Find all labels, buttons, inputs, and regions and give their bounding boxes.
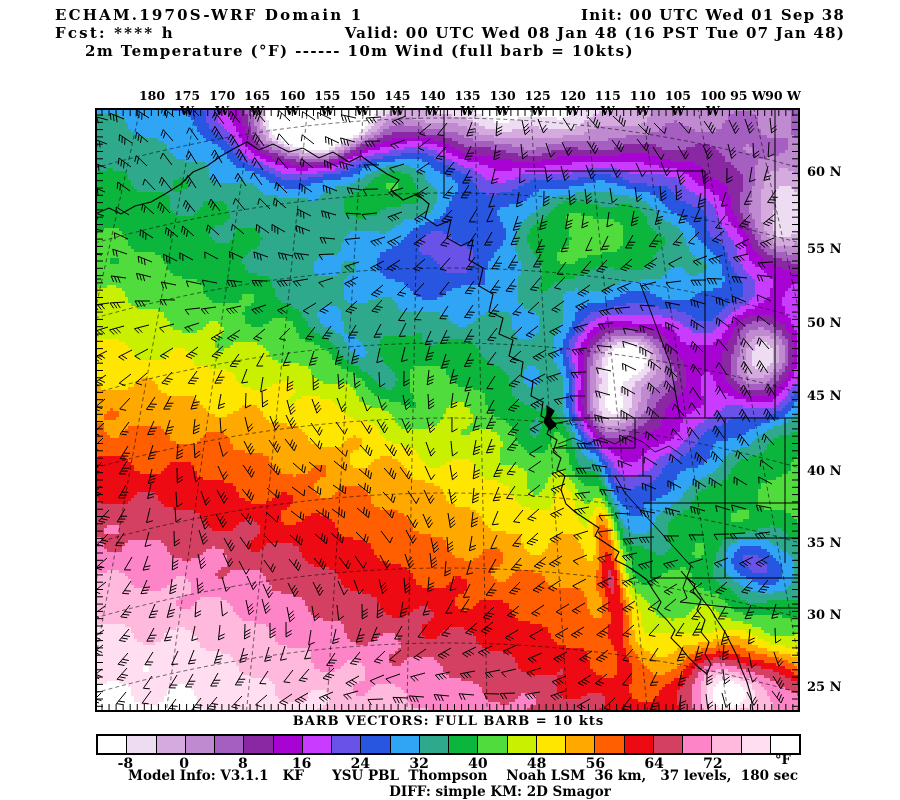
colorbar-cell bbox=[506, 736, 536, 753]
colorbar-tick-label: 24 bbox=[350, 756, 371, 772]
colorbar-cell bbox=[301, 736, 331, 753]
lon-tick-label: 170 W bbox=[209, 88, 236, 118]
colorbar-tick-label: 40 bbox=[468, 756, 488, 772]
colorbar-tick-label: 48 bbox=[526, 756, 547, 772]
model-title: ECHAM.1970S-WRF Domain 1 bbox=[55, 6, 364, 24]
colorbar-tick-label: 32 bbox=[409, 756, 429, 772]
lon-tick-label: 160 W bbox=[279, 88, 306, 118]
lon-tick-label: 125 W bbox=[524, 88, 551, 118]
colorbar-cell bbox=[448, 736, 478, 753]
colorbar-tick-label: 8 bbox=[238, 756, 248, 772]
valid-time-label: Valid: 00 UTC Wed 08 Jan 48 (16 PST Tue … bbox=[344, 24, 845, 42]
colorbar-cell bbox=[652, 736, 682, 753]
colorbar-cell bbox=[214, 736, 244, 753]
lat-tick-label: 60 N bbox=[807, 165, 842, 180]
colorbar-tick-label: -8 bbox=[117, 756, 134, 772]
map-panel bbox=[95, 108, 800, 712]
lon-tick-label: 100 W bbox=[699, 88, 726, 118]
colorbar-cell bbox=[477, 736, 507, 753]
lat-tick-label: 30 N bbox=[807, 608, 842, 623]
colorbar-cell bbox=[565, 736, 595, 753]
colorbar-cell bbox=[769, 736, 799, 753]
colorbar-cell bbox=[418, 736, 448, 753]
colorbar-unit-label: °F bbox=[775, 753, 791, 768]
lon-tick-label: 180 bbox=[138, 88, 166, 103]
colorbar-cell bbox=[389, 736, 419, 753]
lat-tick-label: 40 N bbox=[807, 464, 842, 479]
colorbar-cell bbox=[155, 736, 185, 753]
colorbar-cell bbox=[711, 736, 741, 753]
lon-tick-label: 155 W bbox=[314, 88, 341, 118]
lon-tick-label: 175 W bbox=[174, 88, 201, 118]
lat-tick-label: 35 N bbox=[807, 536, 842, 551]
colorbar-cell bbox=[272, 736, 302, 753]
colorbar-cell bbox=[98, 736, 127, 753]
lat-tick-label: 55 N bbox=[807, 242, 842, 257]
lon-tick-label: 115 W bbox=[594, 88, 621, 118]
colorbar-cell bbox=[623, 736, 653, 753]
colorbar-tick-label: 72 bbox=[703, 756, 723, 772]
colorbar-tick-label: 64 bbox=[644, 756, 664, 772]
model-info-line: Model Info: V3.1.1 KF YSU PBL Thompson N… bbox=[128, 768, 799, 784]
lon-tick-label: 120 W bbox=[559, 88, 586, 118]
lon-tick-label: 95 W bbox=[730, 88, 766, 103]
lon-tick-label: 140 W bbox=[419, 88, 446, 118]
colorbar-cell bbox=[126, 736, 156, 753]
colorbar-cell bbox=[184, 736, 214, 753]
colorbar-cell bbox=[243, 736, 273, 753]
colorbar-tick-label: 0 bbox=[179, 756, 189, 772]
colorbar-tick-label: 56 bbox=[585, 756, 606, 772]
colorbar-cell bbox=[740, 736, 770, 753]
lon-tick-label: 145 W bbox=[384, 88, 411, 118]
colorbar-cell bbox=[594, 736, 624, 753]
field-legend-label: 2m Temperature (°F) ------ 10m Wind (ful… bbox=[85, 42, 634, 60]
colorbar-cell bbox=[360, 736, 390, 753]
lon-tick-label: 105 W bbox=[664, 88, 691, 118]
temperature-colorbar bbox=[96, 734, 801, 755]
lon-tick-label: 135 W bbox=[454, 88, 481, 118]
colorbar-cell bbox=[535, 736, 565, 753]
lon-tick-label: 165 W bbox=[244, 88, 271, 118]
lon-tick-label: 130 W bbox=[489, 88, 516, 118]
lon-tick-label: 150 W bbox=[349, 88, 376, 118]
lat-tick-label: 25 N bbox=[807, 680, 842, 695]
colorbar-tick-label: 16 bbox=[291, 756, 312, 772]
colorbar-cell bbox=[682, 736, 712, 753]
barb-vectors-note: BARB VECTORS: FULL BARB = 10 kts bbox=[292, 714, 605, 729]
diffusion-info-line: DIFF: simple KM: 2D Smagor bbox=[389, 784, 611, 800]
lat-tick-label: 50 N bbox=[807, 316, 842, 331]
forecast-hour-label: Fcst: **** h bbox=[55, 24, 175, 42]
lat-tick-label: 45 N bbox=[807, 389, 842, 404]
init-time-label: Init: 00 UTC Wed 01 Sep 38 bbox=[581, 6, 845, 24]
lon-tick-label: 110 W bbox=[629, 88, 656, 118]
lon-tick-label: 90 W bbox=[765, 88, 801, 103]
colorbar-cell bbox=[331, 736, 361, 753]
temperature-wind-map-canvas bbox=[95, 108, 800, 712]
